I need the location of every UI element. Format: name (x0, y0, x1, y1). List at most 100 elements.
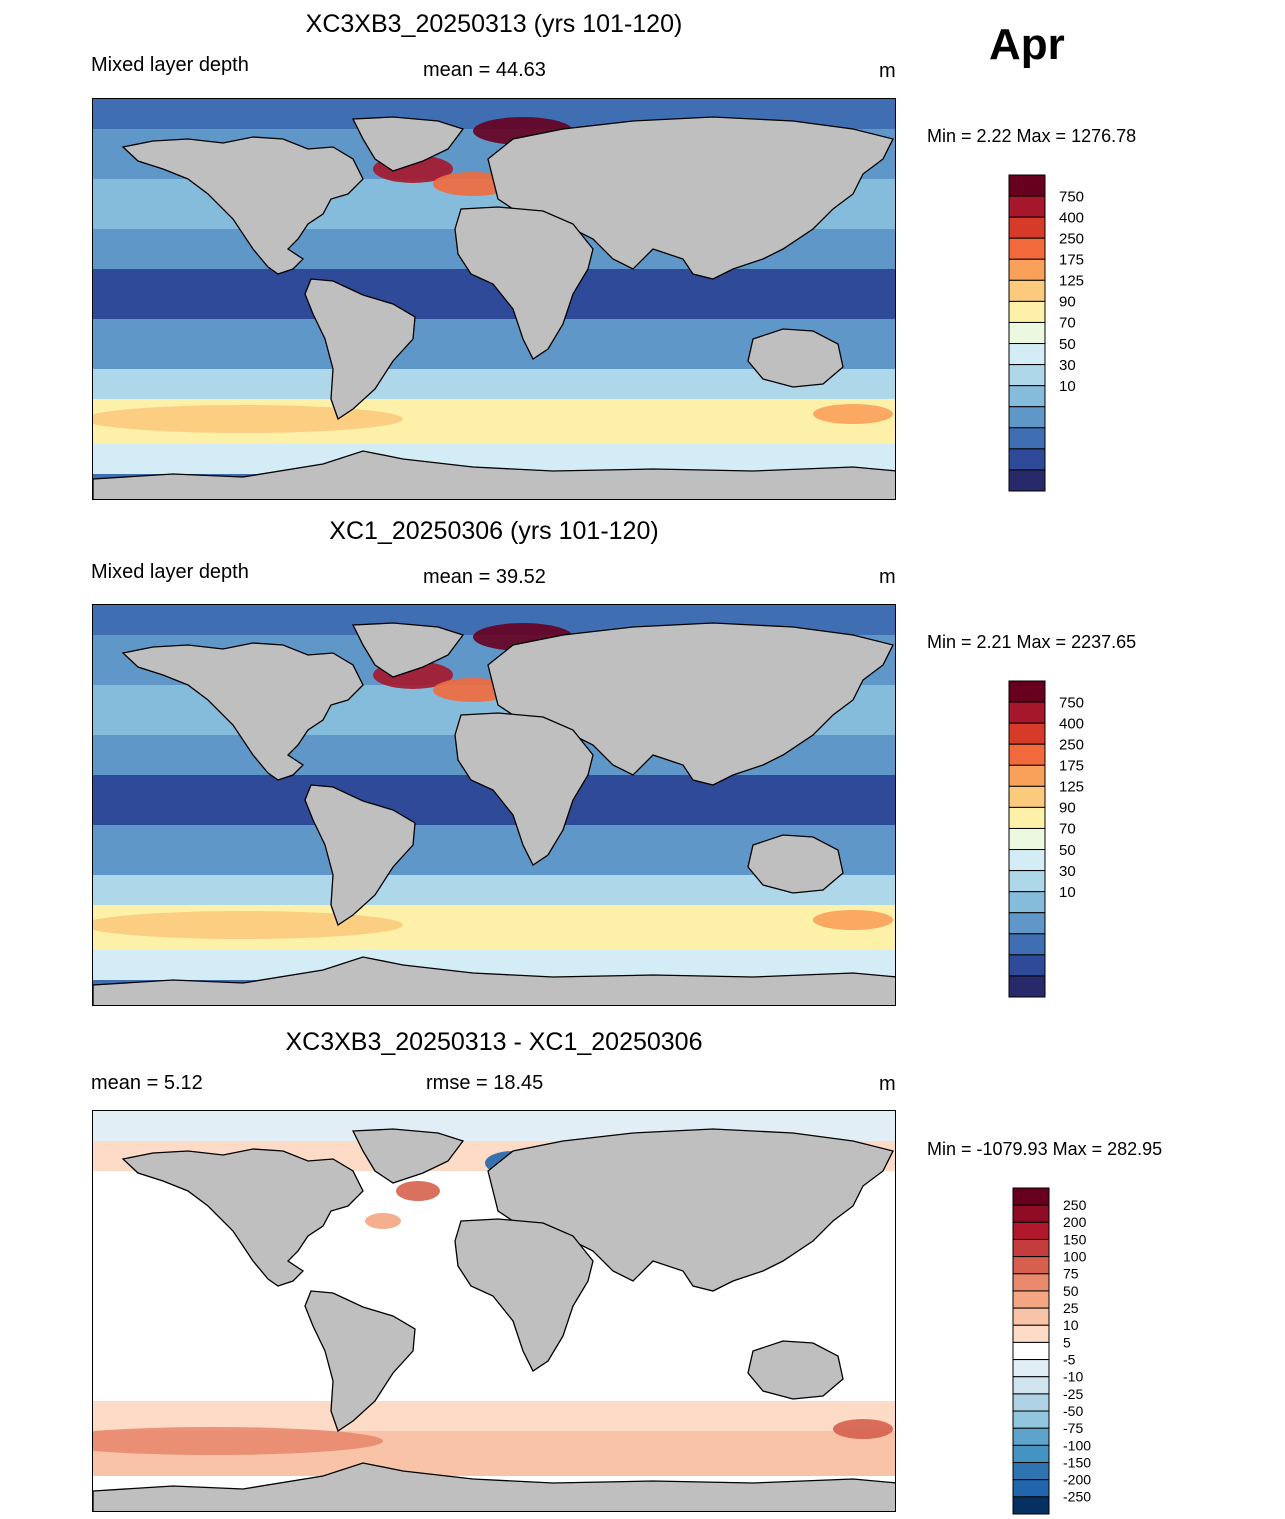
field-anomaly (833, 1419, 893, 1439)
panel-1-map (92, 98, 896, 500)
colorbar-tick-label: 200 (1063, 1214, 1087, 1230)
colorbar-swatch (1008, 174, 1046, 197)
colorbar-tick-label: 70 (1059, 315, 1076, 332)
colorbar-tick-label: 10 (1059, 378, 1076, 395)
land-australia (747, 328, 844, 388)
colorbar-tick-label: -75 (1063, 1420, 1083, 1436)
panel-1-colorbar: 750 400 250 175 125 90 70 50 30 10 (1008, 174, 1109, 493)
colorbar-tick-label: -5 (1063, 1351, 1076, 1367)
colorbar-swatch (1008, 785, 1046, 808)
colorbar-swatch (1008, 237, 1046, 260)
colorbar-swatch (1008, 216, 1046, 239)
panel-3-mean-label: mean = 5.12 (91, 1072, 203, 1094)
colorbar-swatch (1008, 364, 1046, 387)
colorbar-tick-label: 50 (1063, 1283, 1079, 1299)
colorbar-tick-label: -50 (1063, 1403, 1083, 1419)
colorbar-swatch (1008, 279, 1046, 302)
colorbar-tick-label: 10 (1059, 884, 1076, 901)
colorbar-tick-label: 400 (1059, 209, 1084, 226)
field-anomaly (813, 404, 893, 424)
colorbar-tick-label: 50 (1059, 336, 1076, 353)
colorbar-swatch (1012, 1479, 1050, 1498)
colorbar-tick-label: 30 (1059, 357, 1076, 374)
land-antarctica (93, 450, 895, 499)
field-anomaly (365, 1213, 401, 1229)
panel-3-rmse-label: rmse = 18.45 (426, 1072, 544, 1094)
land-australia (747, 834, 844, 894)
colorbar-swatch (1008, 743, 1046, 766)
colorbar-tick-label: 750 (1059, 188, 1084, 205)
panel-3-colorbar: 250 200 150 100 75 50 25 10 5 -5 -10 -25 -50 -75 -100-… (1012, 1187, 1113, 1516)
land-antarctica (93, 956, 895, 1005)
panel-3-minmax-label: Min = -1079.93 Max = 282.95 (927, 1139, 1163, 1159)
colorbar-tick-label: 10 (1063, 1317, 1079, 1333)
land-africa (454, 712, 594, 866)
field-band (93, 1311, 895, 1351)
colorbar-tick-label: -25 (1063, 1386, 1083, 1402)
colorbar-tick-label: 250 (1059, 230, 1084, 247)
panel-2-mean-label: mean = 39.52 (423, 566, 546, 588)
panel-2-colorbar: 750 400 250 175 125 90 70 50 30 10 (1008, 680, 1109, 999)
colorbar-tick-label: 75 (1063, 1266, 1079, 1282)
field-anomaly (613, 399, 853, 419)
colorbar-swatch (1008, 680, 1046, 703)
colorbar-swatch (1008, 827, 1046, 851)
land-antarctica (93, 1462, 895, 1511)
colorbar-swatch (1012, 1221, 1050, 1240)
panel-2-minmax-label: Min = 2.21 Max = 2237.65 (927, 632, 1137, 652)
panel-2-units-label: m (879, 566, 896, 588)
land-greenland (351, 116, 465, 172)
colorbar-swatch (1008, 975, 1046, 998)
colorbar-swatch (1008, 258, 1046, 281)
panel-1-units-label: m (879, 60, 896, 82)
colorbar-swatch (1012, 1427, 1050, 1446)
colorbar-tick-label: 125 (1059, 779, 1084, 796)
panel-3-units-label: m (879, 1073, 896, 1095)
colorbar-swatch (1008, 912, 1046, 935)
colorbar-swatch (1008, 406, 1046, 429)
panel-1-variable-label: Mixed layer depth (91, 54, 249, 76)
colorbar-tick-label: 100 (1063, 1249, 1087, 1265)
colorbar-swatch (1008, 954, 1046, 977)
colorbar-swatch (1008, 343, 1046, 366)
colorbar-swatch (1008, 300, 1046, 323)
colorbar-swatch (1008, 933, 1046, 956)
land-south-america (304, 784, 416, 927)
colorbar-swatch (1012, 1256, 1050, 1275)
colorbar-tick-label: 30 (1059, 863, 1076, 880)
colorbar-tick-label: -250 (1063, 1489, 1091, 1505)
panel-1-mean-label: mean = 44.63 (423, 59, 546, 81)
land-south-america (304, 1290, 416, 1433)
land-greenland (351, 1128, 465, 1184)
colorbar-tick-label: 125 (1059, 273, 1084, 290)
colorbar-tick-label: 150 (1063, 1231, 1087, 1247)
colorbar-tick-label: 50 (1059, 842, 1076, 859)
panel-1-title: XC3XB3_20250313 (yrs 101-120) (305, 10, 683, 38)
colorbar-swatch (1008, 427, 1046, 450)
colorbar-swatch (1008, 870, 1046, 893)
colorbar-tick-label: 90 (1059, 800, 1076, 817)
colorbar-swatch (1012, 1290, 1050, 1309)
colorbar-tick-label: 25 (1063, 1300, 1079, 1316)
field-anomaly (93, 405, 403, 433)
colorbar-swatch (1012, 1410, 1050, 1429)
panel-3-map (92, 1110, 896, 1512)
colorbar-swatch (1008, 469, 1046, 492)
colorbar-swatch (1012, 1341, 1050, 1361)
colorbar-tick-label: 750 (1059, 694, 1084, 711)
colorbar-tick-label: 250 (1063, 1197, 1087, 1213)
panel-2-map (92, 604, 896, 1006)
colorbar-swatch (1008, 722, 1046, 745)
colorbar-swatch (1008, 849, 1046, 872)
colorbar-swatch (1012, 1204, 1050, 1223)
land-africa (454, 206, 594, 360)
land-africa (454, 1218, 594, 1372)
field-anomaly (613, 905, 853, 925)
colorbar-tick-label: 90 (1059, 294, 1076, 311)
colorbar-swatch (1012, 1273, 1050, 1292)
colorbar-swatch (1008, 701, 1046, 724)
colorbar-tick-label: 250 (1059, 736, 1084, 753)
panel-2-variable-label: Mixed layer depth (91, 561, 249, 583)
colorbar-swatch (1012, 1393, 1050, 1412)
land-greenland (351, 622, 465, 678)
